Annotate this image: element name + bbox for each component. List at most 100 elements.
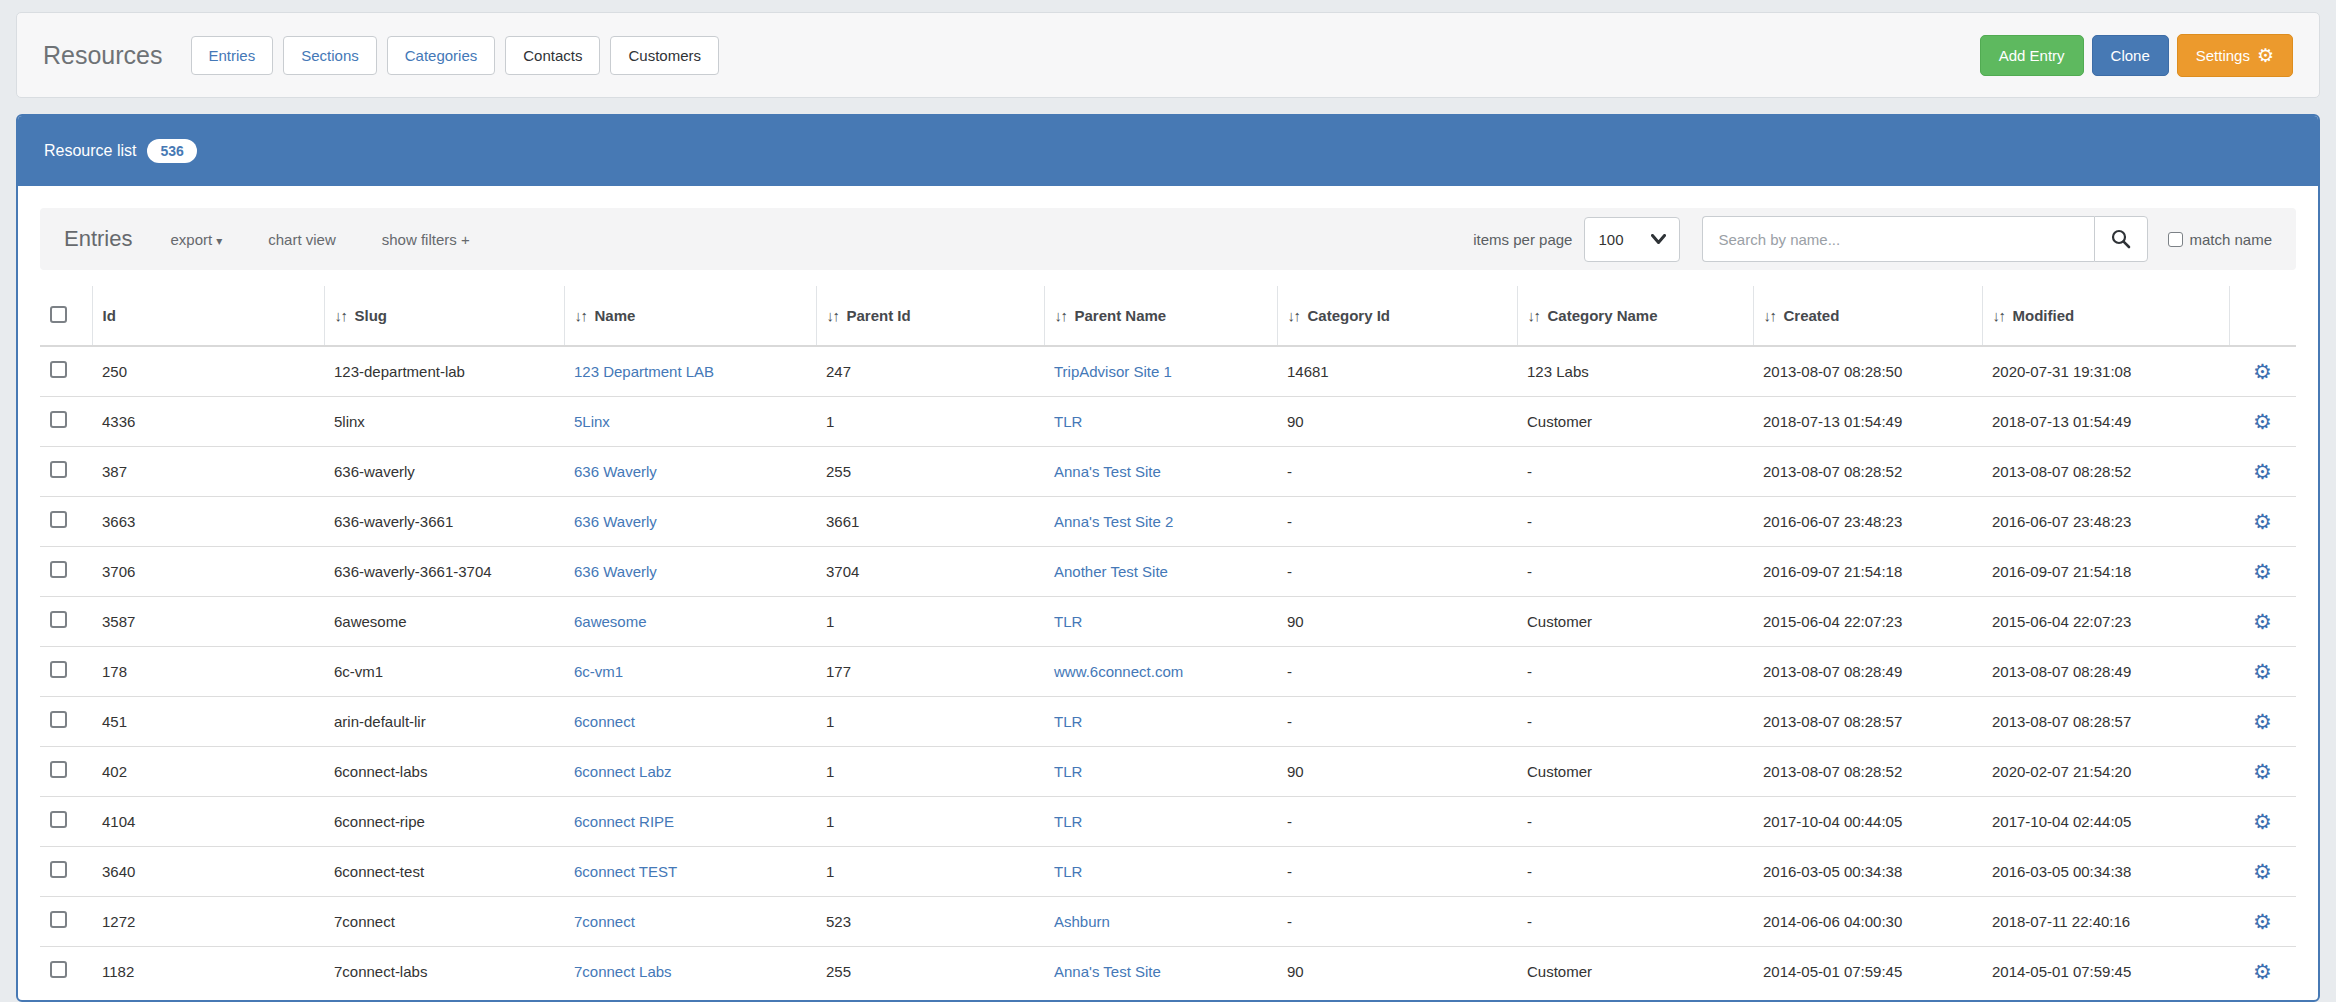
row-checkbox[interactable] [50,961,67,978]
row-gear-icon[interactable]: ⚙ [2253,460,2272,483]
column-header-slug[interactable]: ↓↑Slug [324,286,564,346]
name-link[interactable]: 636 Waverly [574,463,657,480]
name-link[interactable]: 6c-vm1 [574,663,623,680]
name-link[interactable]: 6connect Labz [574,763,672,780]
name-link[interactable]: 7connect Labs [574,963,672,980]
panel-title: Resource list [44,142,136,160]
parent-name-link[interactable]: TLR [1054,813,1082,830]
column-header-category-id[interactable]: ↓↑Category Id [1277,286,1517,346]
parent-name-link[interactable]: TLR [1054,713,1082,730]
sort-icon[interactable]: ↓↑ [575,307,587,324]
row-checkbox[interactable] [50,461,67,478]
tab-contacts[interactable]: Contacts [505,36,600,75]
name-link[interactable]: 6awesome [574,613,647,630]
show-filters-link[interactable]: show filters + [382,231,470,248]
row-gear-icon[interactable]: ⚙ [2253,660,2272,683]
add-entry-button[interactable]: Add Entry [1980,35,2084,76]
cell-slug: 123-department-lab [324,346,564,396]
cell-parent-id: 3661 [816,496,1044,546]
name-link[interactable]: 6connect [574,713,635,730]
sort-icon[interactable]: ↓↑ [1764,307,1776,324]
row-gear-icon[interactable]: ⚙ [2253,560,2272,583]
parent-name-link[interactable]: TLR [1054,613,1082,630]
row-gear-icon[interactable]: ⚙ [2253,610,2272,633]
row-gear-icon[interactable]: ⚙ [2253,860,2272,883]
sort-icon[interactable]: ↓↑ [1055,307,1067,324]
row-gear-icon[interactable]: ⚙ [2253,360,2272,383]
parent-name-link[interactable]: TLR [1054,413,1082,430]
cell-id: 250 [92,346,324,396]
select-all-checkbox[interactable] [50,306,67,323]
name-link[interactable]: 636 Waverly [574,563,657,580]
column-header-created[interactable]: ↓↑Created [1753,286,1982,346]
row-gear-icon[interactable]: ⚙ [2253,960,2272,983]
name-link[interactable]: 5Linx [574,413,610,430]
row-checkbox[interactable] [50,511,67,528]
tab-entries[interactable]: Entries [191,36,274,75]
parent-name-link[interactable]: Ashburn [1054,913,1110,930]
row-gear-icon[interactable]: ⚙ [2253,710,2272,733]
row-checkbox[interactable] [50,811,67,828]
row-gear-icon[interactable]: ⚙ [2253,910,2272,933]
cell-modified: 2015-06-04 22:07:23 [1982,596,2229,646]
sort-icon[interactable]: ↓↑ [335,307,347,324]
column-header-name[interactable]: ↓↑Name [564,286,816,346]
tab-sections[interactable]: Sections [283,36,377,75]
row-checkbox[interactable] [50,761,67,778]
name-link[interactable]: 6connect RIPE [574,813,674,830]
row-checkbox[interactable] [50,411,67,428]
name-link[interactable]: 7connect [574,913,635,930]
table-row: 4336 5linx 5Linx 1 TLR 90 Customer 2018-… [40,396,2296,446]
search-input[interactable] [1702,216,2094,262]
row-checkbox[interactable] [50,561,67,578]
parent-name-link[interactable]: Another Test Site [1054,563,1168,580]
cell-slug: 7connect [324,896,564,946]
cell-category-id: 90 [1277,946,1517,996]
sort-icon[interactable]: ↓↑ [1528,307,1540,324]
row-checkbox[interactable] [50,711,67,728]
row-checkbox[interactable] [50,361,67,378]
column-header-parent-name[interactable]: ↓↑Parent Name [1044,286,1277,346]
parent-name-link[interactable]: TripAdvisor Site 1 [1054,363,1172,380]
parent-name-link[interactable]: Anna's Test Site [1054,963,1161,980]
row-gear-icon[interactable]: ⚙ [2253,760,2272,783]
cell-id: 3706 [92,546,324,596]
parent-name-link[interactable]: www.6connect.com [1054,663,1183,680]
cell-created: 2016-03-05 00:34:38 [1753,846,1982,896]
column-header-category-name[interactable]: ↓↑Category Name [1517,286,1753,346]
cell-created: 2013-08-07 08:28:50 [1753,346,1982,396]
settings-button-label: Settings [2196,47,2250,64]
row-gear-icon[interactable]: ⚙ [2253,810,2272,833]
sort-icon[interactable]: ↓↑ [1288,307,1300,324]
row-checkbox[interactable] [50,861,67,878]
parent-name-link[interactable]: Anna's Test Site 2 [1054,513,1173,530]
name-link[interactable]: 123 Department LAB [574,363,714,380]
items-per-page-select[interactable]: 100 [1584,217,1680,262]
search-button[interactable] [2094,216,2148,262]
parent-name-link[interactable]: TLR [1054,763,1082,780]
column-header-modified[interactable]: ↓↑Modified [1982,286,2229,346]
clone-button[interactable]: Clone [2092,35,2169,76]
sort-icon[interactable]: ↓↑ [827,307,839,324]
cell-created: 2015-06-04 22:07:23 [1753,596,1982,646]
row-checkbox[interactable] [50,611,67,628]
sort-icon[interactable]: ↓↑ [1993,307,2005,324]
name-link[interactable]: 6connect TEST [574,863,677,880]
settings-button[interactable]: Settings ⚙ [2177,34,2293,77]
row-checkbox[interactable] [50,911,67,928]
chart-view-link[interactable]: chart view [268,231,336,248]
tab-customers[interactable]: Customers [610,36,719,75]
items-per-page-label: items per page [1473,231,1572,248]
match-name-checkbox[interactable] [2168,232,2183,247]
row-gear-icon[interactable]: ⚙ [2253,410,2272,433]
row-gear-icon[interactable]: ⚙ [2253,510,2272,533]
name-link[interactable]: 636 Waverly [574,513,657,530]
tab-categories[interactable]: Categories [387,36,496,75]
column-header-parent-id[interactable]: ↓↑Parent Id [816,286,1044,346]
parent-name-link[interactable]: TLR [1054,863,1082,880]
toolbar-right: items per page 100 [1473,216,2272,262]
cell-slug: 636-waverly [324,446,564,496]
export-dropdown[interactable]: export▾ [170,231,222,248]
parent-name-link[interactable]: Anna's Test Site [1054,463,1161,480]
row-checkbox[interactable] [50,661,67,678]
